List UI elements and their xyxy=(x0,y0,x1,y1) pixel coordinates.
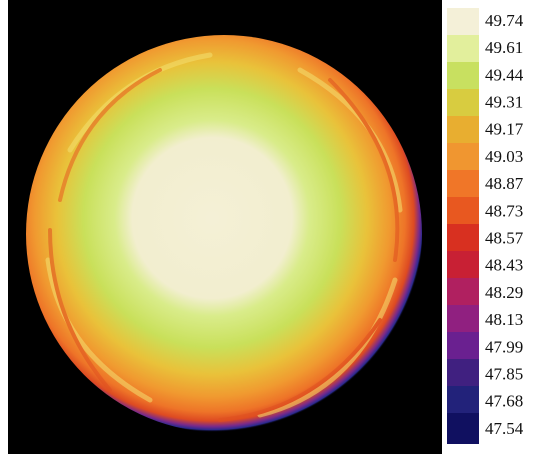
colorbar-label: 47.99 xyxy=(485,337,523,356)
colorbar-label: 48.87 xyxy=(485,174,524,193)
colorbar xyxy=(447,8,479,444)
colorbar-label: 49.03 xyxy=(485,147,523,166)
colorbar-label: 49.61 xyxy=(485,38,523,57)
swirl-streaks xyxy=(45,52,403,422)
colorbar-label: 48.13 xyxy=(485,310,523,329)
colorbar-label: 49.31 xyxy=(485,93,523,112)
colorbar-label: 48.73 xyxy=(485,201,523,220)
colorbar-label: 49.44 xyxy=(485,65,524,84)
colorbar-label: 48.57 xyxy=(485,229,524,248)
colorbar-label: 49.74 xyxy=(485,11,524,30)
colorbar-label: 47.85 xyxy=(485,365,523,384)
colorbar-label: 48.29 xyxy=(485,283,523,302)
colorbar-label: 49.17 xyxy=(485,120,524,139)
thermal-disk xyxy=(26,35,422,433)
colorbar-label: 47.54 xyxy=(485,419,524,438)
colorbar-label: 47.68 xyxy=(485,392,523,411)
colorbar-label: 48.43 xyxy=(485,256,523,275)
colorbar-labels: 49.74 49.61 49.44 49.31 49.17 49.03 48.87 48.73… xyxy=(485,11,524,438)
